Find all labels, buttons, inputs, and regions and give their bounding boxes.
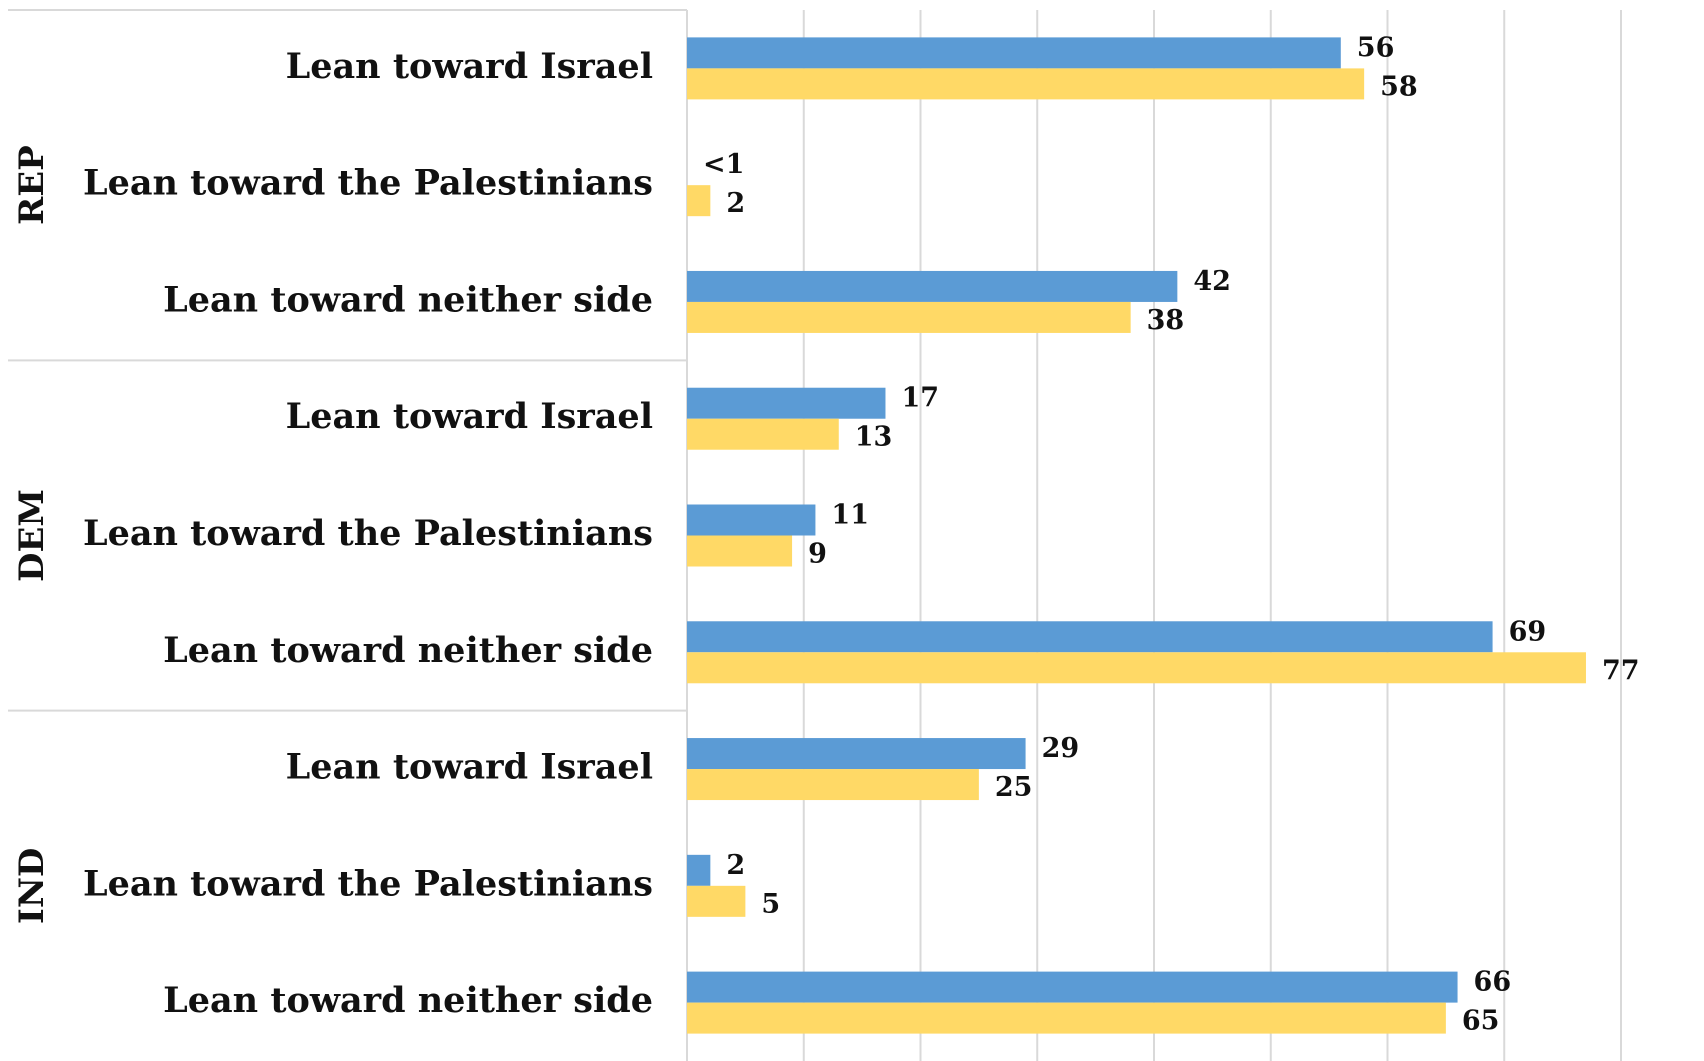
bar xyxy=(687,621,1493,653)
value-label: 2 xyxy=(726,850,745,881)
value-label: 11 xyxy=(831,500,869,531)
group-label: REP xyxy=(12,145,52,225)
bar xyxy=(687,738,1026,770)
value-label: 69 xyxy=(1509,616,1547,647)
category-label: Lean toward the Palestinians xyxy=(83,863,653,904)
bar xyxy=(687,504,816,536)
bar xyxy=(687,535,793,567)
category-label: Lean toward neither side xyxy=(163,279,653,320)
bar xyxy=(687,854,711,886)
bar xyxy=(687,971,1458,1003)
value-label: 25 xyxy=(995,772,1033,803)
bar xyxy=(687,37,1341,69)
bar xyxy=(687,1002,1446,1034)
value-label: 2 xyxy=(726,188,745,219)
bar xyxy=(687,270,1178,302)
value-label: 38 xyxy=(1147,305,1185,336)
bar xyxy=(687,68,1365,100)
value-label: 65 xyxy=(1462,1006,1500,1037)
bar xyxy=(687,769,979,801)
bar xyxy=(687,885,746,917)
category-label: Lean toward neither side xyxy=(163,980,653,1021)
value-label: 58 xyxy=(1380,71,1418,102)
category-label: Lean toward Israel xyxy=(286,747,653,788)
value-label: 56 xyxy=(1357,32,1395,63)
value-label: 66 xyxy=(1474,967,1512,998)
value-label: 42 xyxy=(1193,266,1231,297)
category-label: Lean toward neither side xyxy=(163,630,653,671)
bar xyxy=(687,185,711,217)
value-label: 77 xyxy=(1602,655,1640,686)
bar xyxy=(687,418,839,450)
bar xyxy=(687,387,886,419)
value-label: 17 xyxy=(901,383,939,414)
group-label: IND xyxy=(12,848,52,924)
category-label: Lean toward the Palestinians xyxy=(83,163,653,204)
category-label: Lean toward the Palestinians xyxy=(83,513,653,554)
value-label: <1 xyxy=(703,149,744,180)
group-label: DEM xyxy=(12,489,52,582)
bar xyxy=(687,652,1586,684)
value-label: 5 xyxy=(761,889,780,920)
value-label: 29 xyxy=(1042,733,1080,764)
value-label: 9 xyxy=(808,539,827,570)
value-label: 13 xyxy=(855,422,893,453)
category-label: Lean toward Israel xyxy=(286,46,653,87)
bar xyxy=(687,301,1131,333)
category-label: Lean toward Israel xyxy=(286,396,653,437)
